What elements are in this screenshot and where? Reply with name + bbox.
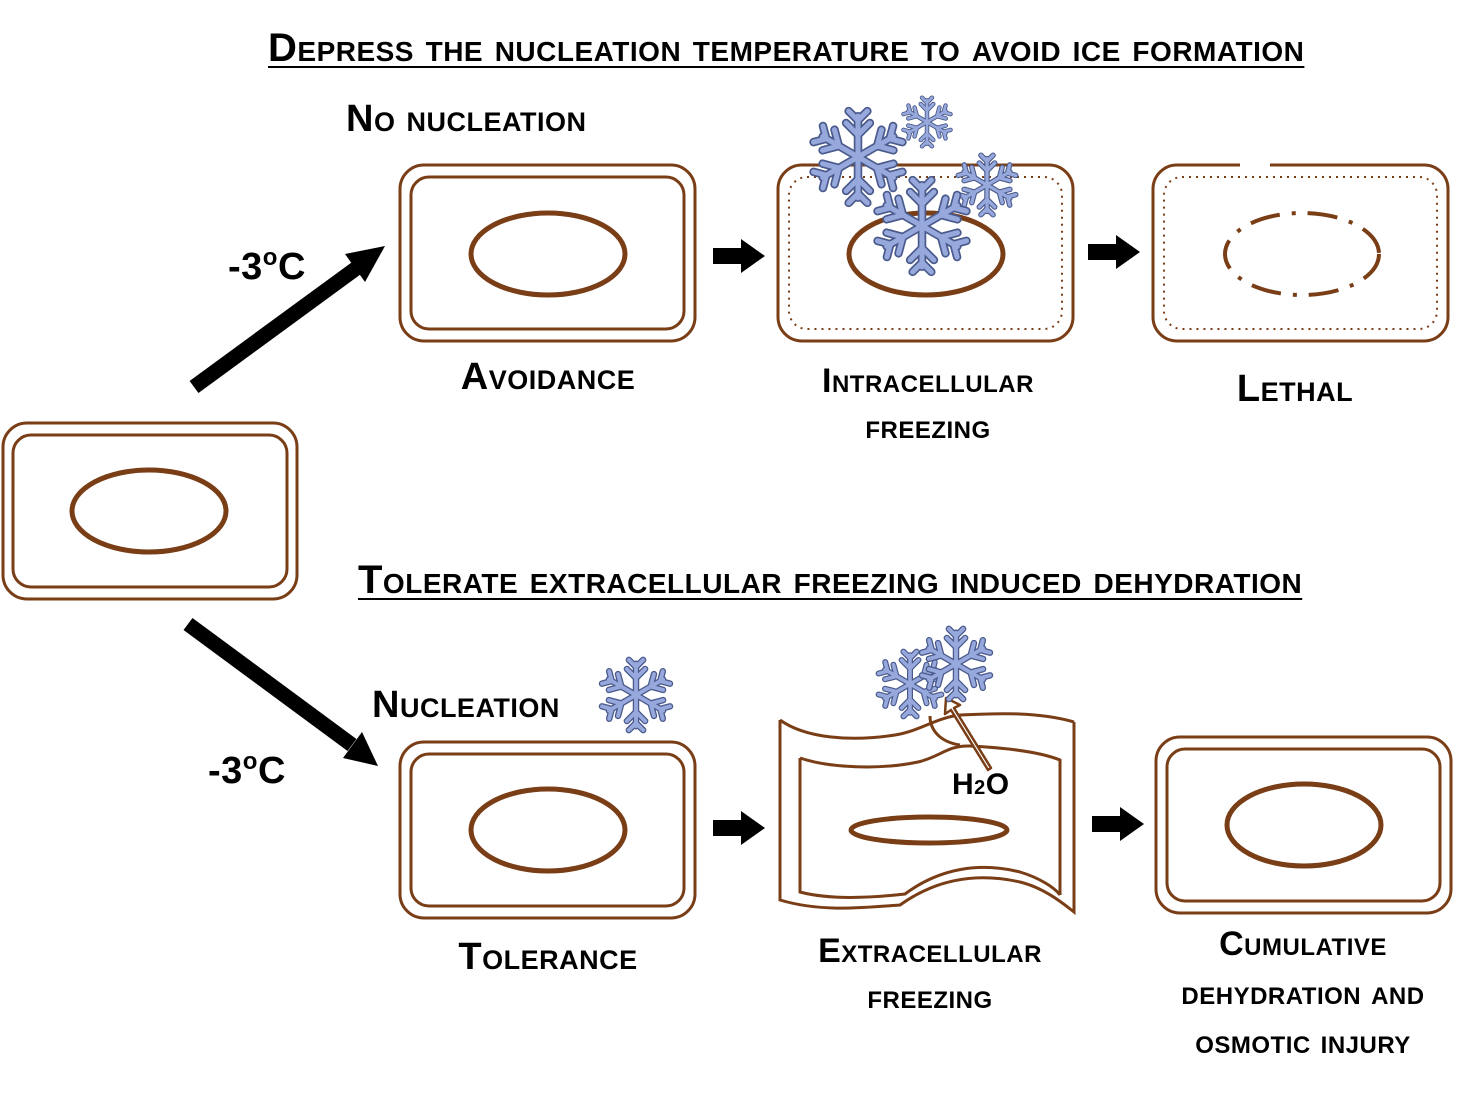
bottom-heading: Tolerate extracellular freezing induced … — [358, 558, 1303, 602]
snowflake-icon — [812, 111, 903, 203]
arrow-icon — [189, 246, 385, 394]
water-flow-arrow — [943, 696, 993, 772]
top-temperature-label: -3oC — [228, 244, 306, 288]
tolerance-label: Tolerance — [458, 936, 638, 978]
arrow-icon — [713, 239, 765, 273]
extracellular-freezing-cell — [778, 712, 1076, 916]
cumulative-dehydration-cell — [1154, 735, 1453, 915]
lethal-label: Lethal — [1236, 368, 1354, 410]
arrow-icon — [713, 811, 765, 845]
bottom-temperature-label: -3oC — [208, 748, 286, 792]
avoidance-cell — [398, 163, 697, 343]
initial-cell — [1, 421, 299, 601]
intracellular-freezing-label: Intracellular freezing — [822, 362, 1034, 446]
cumulative-dehydration-label: Cumulative dehydration and osmotic injur… — [1181, 925, 1425, 1061]
tolerance-cell — [398, 740, 697, 920]
avoidance-label: Avoidance — [460, 356, 636, 398]
extracellular-freezing-label: Extracellular freezing — [818, 932, 1042, 1016]
arrow-icon — [1088, 235, 1140, 269]
water-label: H2O — [952, 768, 1010, 801]
snowflake-icon — [903, 98, 951, 147]
no-nucleation-label: No nucleation — [346, 98, 587, 140]
top-heading: Depress the nucleation temperature to av… — [268, 26, 1305, 70]
arrow-icon — [183, 617, 378, 766]
lethal-cell — [1151, 158, 1450, 343]
snowflake-icon — [601, 660, 671, 730]
nucleation-label: Nucleation — [372, 684, 560, 726]
arrow-icon — [1092, 807, 1144, 841]
